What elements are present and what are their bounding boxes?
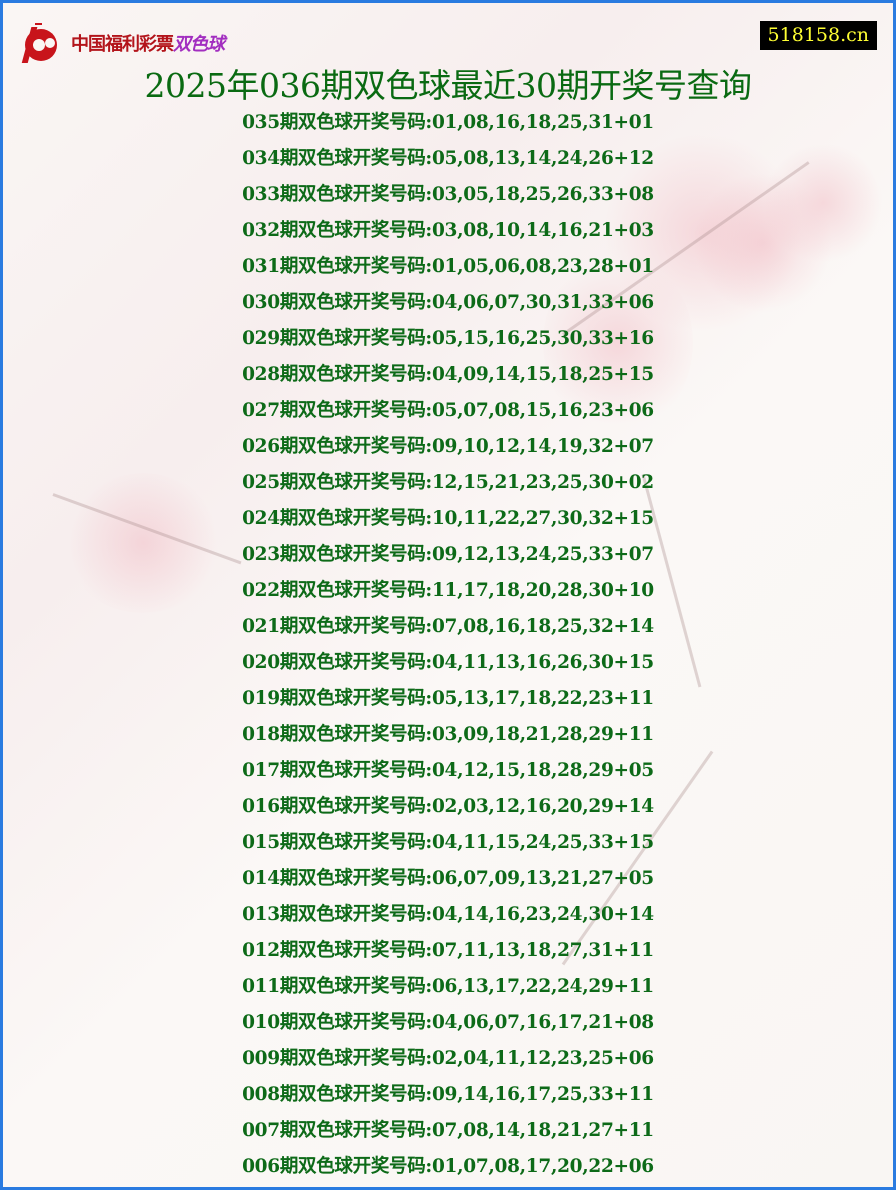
draw-result-row: 021期双色球开奖号码:07,08,16,18,25,32+14 [242, 616, 654, 637]
logo-brand-text: 中国福利彩票 [71, 34, 174, 55]
draw-result-row: 016期双色球开奖号码:02,03,12,16,20,29+14 [242, 796, 654, 817]
draw-result-row: 023期双色球开奖号码:09,12,13,24,25,33+07 [242, 544, 654, 565]
page-title: 2025年036期双色球最近30期开奖号查询 [144, 66, 752, 105]
draw-result-row: 012期双色球开奖号码:07,11,13,18,27,31+11 [242, 940, 654, 961]
draw-result-row: 029期双色球开奖号码:05,15,16,25,30,33+16 [242, 328, 654, 349]
draw-results-list: 035期双色球开奖号码:01,08,16,18,25,31+01 034期双色球开… [3, 111, 893, 1187]
draw-result-row: 007期双色球开奖号码:07,08,14,18,21,27+11 [242, 1120, 654, 1141]
draw-result-row: 015期双色球开奖号码:04,11,15,24,25,33+15 [242, 832, 654, 853]
logo-game-text: 双色球 [173, 34, 225, 55]
site-domain-badge[interactable]: 518158.cn [759, 21, 877, 50]
draw-result-row: 035期双色球开奖号码:01,08,16,18,25,31+01 [242, 112, 654, 133]
draw-result-row: 018期双色球开奖号码:03,09,18,21,28,29+11 [242, 724, 654, 745]
draw-result-row: 025期双色球开奖号码:12,15,21,23,25,30+02 [242, 472, 654, 493]
draw-result-row: 030期双色球开奖号码:04,06,07,30,31,33+06 [242, 292, 654, 313]
draw-result-row: 031期双色球开奖号码:01,05,06,08,23,28+01 [242, 256, 654, 277]
draw-result-row: 017期双色球开奖号码:04,12,15,18,28,29+05 [242, 760, 654, 781]
draw-result-row: 033期双色球开奖号码:03,05,18,25,26,33+08 [242, 184, 654, 205]
draw-result-row: 020期双色球开奖号码:04,11,13,16,26,30+15 [242, 652, 654, 673]
draw-result-row: 032期双色球开奖号码:03,08,10,14,16,21+03 [242, 220, 654, 241]
draw-result-row: 008期双色球开奖号码:09,14,16,17,25,33+11 [242, 1084, 654, 1105]
logo-text: 中国福利彩票双色球 [71, 30, 225, 56]
draw-result-row: 010期双色球开奖号码:04,06,07,16,17,21+08 [242, 1012, 654, 1033]
draw-result-row: 022期双色球开奖号码:11,17,18,20,28,30+10 [242, 580, 654, 601]
welfare-lottery-emblem-icon [21, 23, 57, 63]
draw-result-row: 034期双色球开奖号码:05,08,13,14,24,26+12 [242, 148, 654, 169]
draw-result-row: 026期双色球开奖号码:09,10,12,14,19,32+07 [242, 436, 654, 457]
welfare-lottery-logo: 中国福利彩票双色球 [17, 21, 225, 65]
draw-result-row: 014期双色球开奖号码:06,07,09,13,21,27+05 [242, 868, 654, 889]
draw-result-row: 027期双色球开奖号码:05,07,08,15,16,23+06 [242, 400, 654, 421]
draw-result-row: 006期双色球开奖号码:01,07,08,17,20,22+06 [242, 1156, 654, 1177]
draw-result-row: 019期双色球开奖号码:05,13,17,18,22,23+11 [242, 688, 654, 709]
draw-result-row: 013期双色球开奖号码:04,14,16,23,24,30+14 [242, 904, 654, 925]
draw-result-row: 028期双色球开奖号码:04,09,14,15,18,25+15 [242, 364, 654, 385]
draw-result-row: 024期双色球开奖号码:10,11,22,27,30,32+15 [242, 508, 654, 529]
draw-result-row: 009期双色球开奖号码:02,04,11,12,23,25+06 [242, 1048, 654, 1069]
draw-result-row: 011期双色球开奖号码:06,13,17,22,24,29+11 [242, 976, 654, 997]
